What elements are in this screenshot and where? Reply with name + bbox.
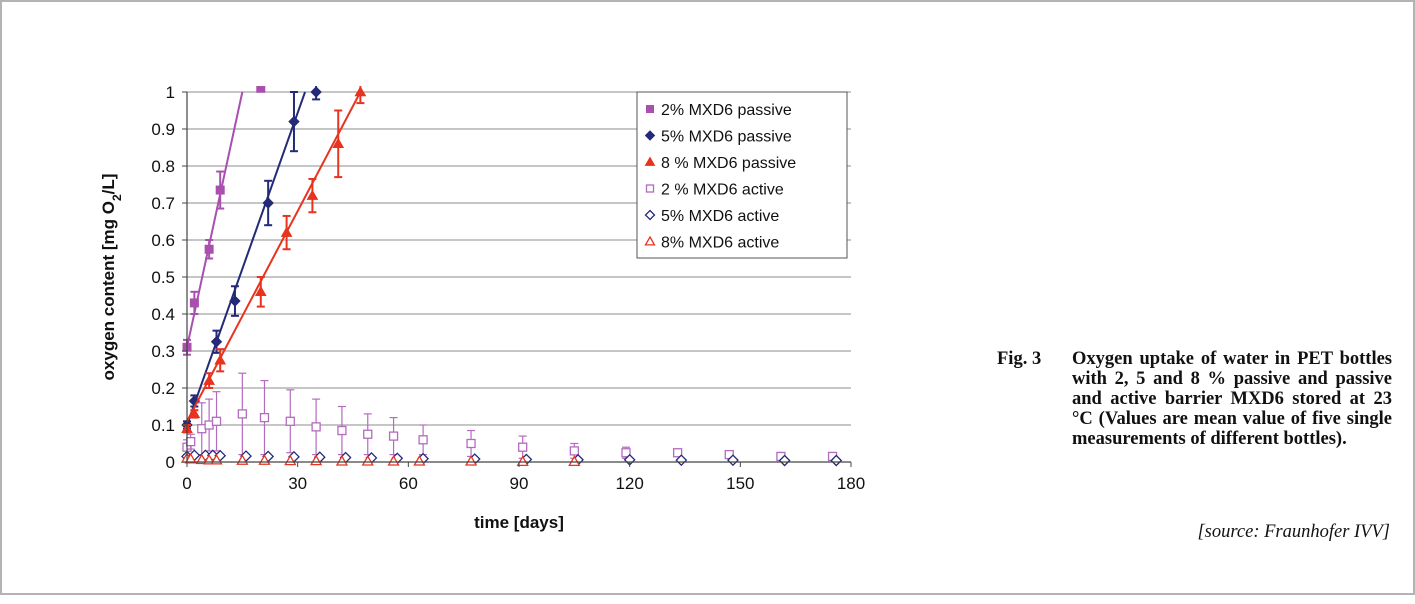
y-tick-label: 0.7 — [151, 194, 175, 213]
data-point — [361, 454, 374, 466]
data-point — [259, 412, 270, 423]
y-axis-title: oxygen content [mg O2/L] — [99, 174, 124, 381]
legend-label: 5% MXD6 passive — [661, 129, 792, 146]
data-point — [363, 429, 373, 439]
data-point — [311, 422, 321, 432]
legend-marker — [644, 209, 656, 221]
data-point — [568, 455, 581, 467]
data-point — [188, 407, 201, 419]
data-point — [204, 244, 214, 254]
data-point — [210, 336, 223, 348]
y-tick-label: 1 — [166, 83, 175, 102]
y-tick-label: 0.6 — [151, 231, 175, 250]
data-point — [237, 409, 247, 419]
data-point — [518, 442, 528, 452]
data-point — [184, 452, 197, 464]
y-tick-label: 0.5 — [151, 268, 175, 287]
x-tick-label: 180 — [837, 474, 865, 493]
figure-source: [source: Fraunhofer IVV] — [1197, 522, 1390, 542]
data-point — [288, 115, 300, 128]
x-tick-label: 150 — [726, 474, 754, 493]
data-point — [262, 197, 274, 209]
data-point — [413, 454, 426, 466]
y-tick-label: 0.8 — [151, 157, 175, 176]
series-3 — [182, 372, 838, 462]
data-point — [337, 425, 347, 436]
data-point — [672, 448, 683, 458]
data-point — [569, 446, 579, 456]
oxygen-uptake-chart: 0 0.1 0.2 0.3 0.4 0.5 0.6 0.7 0.8 0.9 1 0 30 60 90 120 1… — [99, 83, 865, 532]
data-point — [727, 454, 739, 467]
data-point — [214, 354, 227, 365]
data-point — [778, 454, 791, 467]
y-tick-label: 0.1 — [151, 416, 175, 435]
data-point — [388, 431, 399, 441]
legend-label: 2 % MXD6 active — [661, 182, 784, 199]
legend-marker — [644, 235, 656, 246]
legend-label: 8% MXD6 active — [661, 235, 779, 252]
x-tick-label: 0 — [182, 474, 191, 493]
data-point — [254, 285, 267, 297]
figure-label: Fig. 3 — [997, 349, 1042, 369]
legend: 2% MXD6 passive 5% MXD6 passive 8 % MXD6 p… — [636, 91, 848, 259]
series-1 — [181, 86, 322, 431]
figure-caption: Fig. 3 Oxygen uptake of water in PET bot… — [997, 349, 1392, 449]
legend-marker — [644, 130, 656, 141]
x-tick-label: 120 — [615, 474, 643, 493]
legend-label: 5% MXD6 active — [661, 208, 779, 225]
series-2 — [181, 86, 367, 434]
data-point — [354, 86, 367, 97]
data-point — [830, 454, 843, 467]
data-point — [285, 416, 295, 426]
legend-marker — [645, 184, 655, 193]
y-tick-label: 0 — [166, 453, 175, 472]
data-point — [306, 189, 319, 200]
legend-label: 8 % MXD6 passive — [661, 155, 796, 172]
x-axis-title: time [days] — [474, 513, 564, 532]
data-point — [203, 374, 215, 385]
data-point — [335, 454, 349, 466]
data-point — [215, 185, 225, 195]
legend-marker — [644, 156, 656, 166]
trendline — [186, 91, 362, 422]
y-tick-label: 0.2 — [151, 379, 175, 398]
series-4 — [181, 449, 843, 467]
data-point — [332, 137, 345, 149]
y-tick-label: 0.9 — [151, 120, 175, 139]
tick-labels: 0 0.1 0.2 0.3 0.4 0.5 0.6 0.7 0.8 0.9 1 0 30 60 90 120 1… — [151, 83, 865, 493]
data-point — [186, 436, 196, 447]
legend-marker — [646, 105, 654, 113]
data-point — [310, 86, 322, 98]
y-axis-title-subscript: 2 — [110, 194, 124, 201]
axes — [182, 91, 852, 467]
figure-caption-text: Oxygen uptake of water in PET bottles wi… — [1072, 349, 1392, 449]
trendline — [186, 91, 306, 426]
data-point — [466, 438, 476, 449]
data-point — [189, 298, 199, 308]
data-point — [195, 453, 208, 465]
data-point — [229, 295, 241, 307]
data-point — [418, 435, 428, 445]
data-point — [621, 448, 631, 458]
y-axis-title-part: /L] — [99, 174, 118, 195]
y-axis-title-part: oxygen content [mg O — [99, 201, 118, 380]
x-tick-label: 60 — [399, 474, 418, 493]
data-point — [516, 455, 529, 467]
y-tick-label: 0.3 — [151, 342, 175, 361]
data-point — [387, 454, 400, 466]
data-point — [280, 226, 293, 237]
data-point — [211, 416, 222, 426]
x-tick-label: 30 — [288, 474, 307, 493]
data-point — [675, 454, 688, 467]
y-tick-label: 0.4 — [151, 305, 175, 324]
legend-box — [636, 91, 848, 259]
x-tick-label: 90 — [510, 474, 529, 493]
data-point — [464, 454, 478, 466]
data-point — [256, 86, 266, 93]
legend-label: 2% MXD6 passive — [661, 102, 792, 119]
